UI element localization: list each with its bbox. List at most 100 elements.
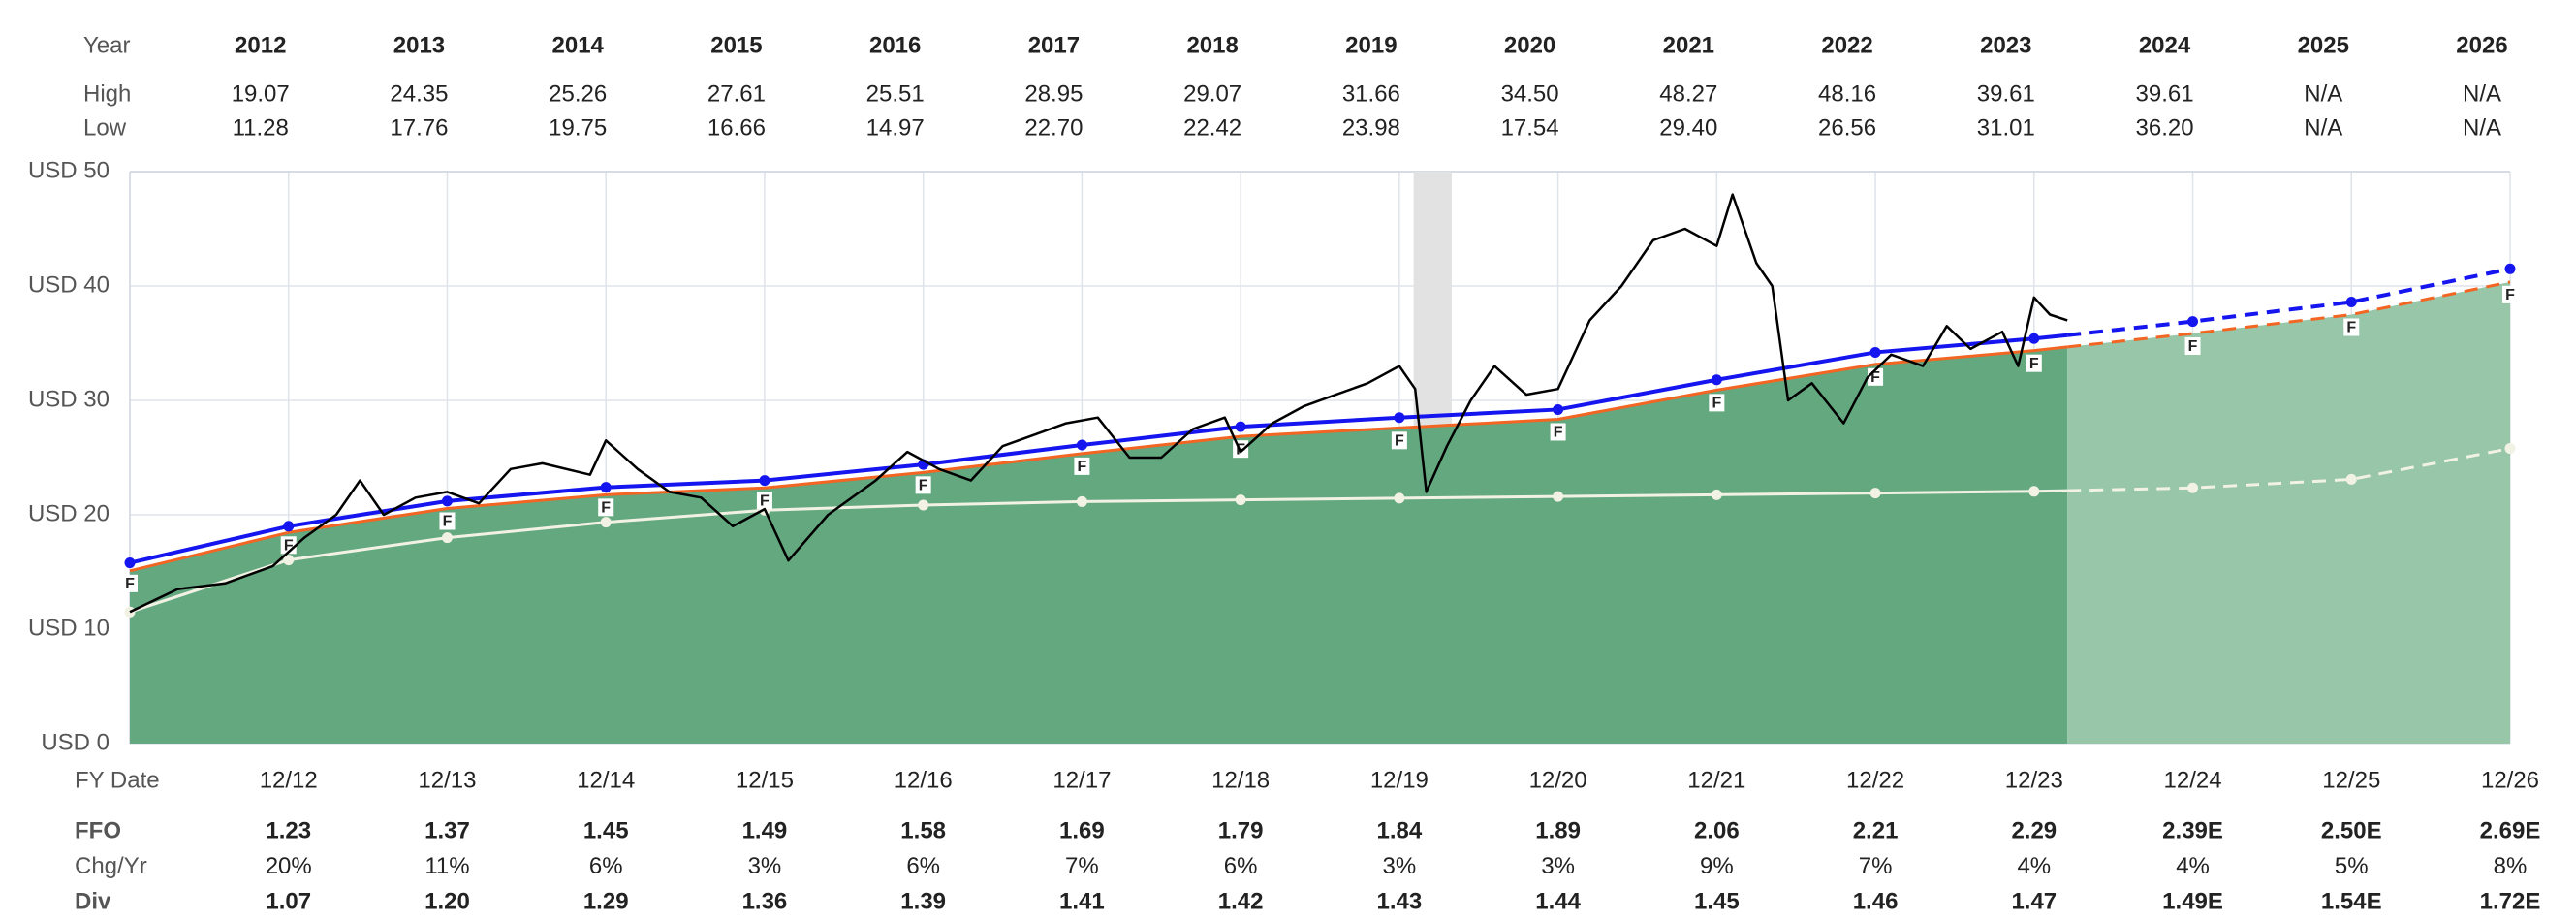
x-tick-label: 12/16 bbox=[895, 767, 953, 793]
point bbox=[598, 498, 614, 517]
row-label: High bbox=[83, 80, 131, 107]
point bbox=[124, 557, 136, 569]
line bbox=[129, 345, 2068, 573]
year-header: 2013 bbox=[393, 32, 445, 58]
point bbox=[1394, 412, 1405, 424]
x-tick-label: 12/18 bbox=[1211, 767, 1270, 793]
table-cell: 7% bbox=[1859, 853, 1893, 879]
year-header: 2022 bbox=[1821, 32, 1872, 58]
fy-marker: F bbox=[125, 576, 135, 592]
point bbox=[283, 521, 295, 532]
point bbox=[600, 482, 612, 493]
table-cell: 4% bbox=[2176, 853, 2210, 879]
point bbox=[1235, 421, 1246, 432]
table-cell: 1.37 bbox=[424, 817, 470, 843]
table-cell: N/A bbox=[2304, 80, 2342, 107]
table-cell: 28.95 bbox=[1024, 80, 1083, 107]
table-cell: 39.61 bbox=[1977, 80, 2035, 107]
y-tick-label: USD 10 bbox=[28, 615, 110, 641]
table-cell: 1.84 bbox=[1377, 817, 1423, 843]
table-cell: 17.54 bbox=[1501, 114, 1559, 141]
fy-marker: F bbox=[443, 514, 453, 530]
area bbox=[2067, 281, 2510, 744]
point bbox=[759, 475, 770, 487]
table-cell: 2.50E bbox=[2321, 817, 2382, 843]
point bbox=[441, 495, 453, 507]
point bbox=[2187, 316, 2199, 328]
table-cell: 1.29 bbox=[583, 888, 629, 914]
point bbox=[2184, 336, 2201, 355]
fy-marker: F bbox=[1078, 459, 1087, 475]
point bbox=[1553, 491, 1564, 502]
table-cell: 1.36 bbox=[742, 888, 788, 914]
table-cell: 1.07 bbox=[266, 888, 311, 914]
table-cell: 6% bbox=[906, 853, 940, 879]
fy-marker: F bbox=[2505, 287, 2515, 303]
table-cell: 16.66 bbox=[707, 114, 766, 141]
point bbox=[439, 512, 456, 530]
table-cell: 3% bbox=[748, 853, 782, 879]
year-header: 2014 bbox=[552, 32, 605, 58]
point bbox=[1076, 439, 1087, 451]
table-cell: 23.98 bbox=[1342, 114, 1400, 141]
point bbox=[1711, 374, 1722, 386]
table-cell: 2.39E bbox=[2162, 817, 2223, 843]
table-cell: 1.58 bbox=[900, 817, 946, 843]
table-cell: 1.45 bbox=[1694, 888, 1740, 914]
year-header: 2017 bbox=[1028, 32, 1080, 58]
table-cell: 20% bbox=[266, 853, 312, 879]
table-cell: 27.61 bbox=[707, 80, 766, 107]
x-tick-label: 12/20 bbox=[1529, 767, 1587, 793]
table-cell: 22.70 bbox=[1024, 114, 1083, 141]
fy-marker: F bbox=[760, 492, 770, 509]
table-cell: 1.46 bbox=[1853, 888, 1899, 914]
x-tick-label: 12/24 bbox=[2164, 767, 2222, 793]
year-header: 2021 bbox=[1663, 32, 1714, 58]
table-header: Year bbox=[83, 32, 131, 58]
fy-marker: F bbox=[1870, 369, 1880, 386]
table-cell: 3% bbox=[1383, 853, 1417, 879]
fy-marker: F bbox=[2029, 356, 2039, 372]
x-tick-label: 12/26 bbox=[2481, 767, 2539, 793]
line bbox=[2066, 267, 2511, 337]
table-cell: 2.29 bbox=[2011, 817, 2057, 843]
table-cell: 2.06 bbox=[1694, 817, 1740, 843]
table-cell: N/A bbox=[2463, 80, 2501, 107]
y-tick-label: USD 30 bbox=[28, 386, 110, 412]
point bbox=[2343, 318, 2360, 336]
fy-marker: F bbox=[284, 538, 294, 555]
y-tick-label: USD 0 bbox=[41, 729, 110, 755]
point bbox=[2504, 443, 2516, 455]
table-cell: 3% bbox=[1541, 853, 1575, 879]
table-cell: 4% bbox=[2017, 853, 2051, 879]
table-cell: 48.27 bbox=[1659, 80, 1717, 107]
year-header: 2016 bbox=[869, 32, 921, 58]
table-cell: 1.41 bbox=[1059, 888, 1105, 914]
table-cell: 1.20 bbox=[424, 888, 470, 914]
fy-marker: F bbox=[1712, 396, 1721, 412]
table-cell: 25.51 bbox=[866, 80, 925, 107]
table-cell: 6% bbox=[589, 853, 623, 879]
year-header: 2018 bbox=[1186, 32, 1238, 58]
point bbox=[1711, 489, 1722, 500]
point bbox=[2345, 473, 2357, 485]
fy-marker: F bbox=[1554, 425, 1563, 441]
point bbox=[2187, 482, 2199, 493]
line bbox=[2067, 447, 2511, 492]
table-cell: 29.40 bbox=[1659, 114, 1717, 141]
table-cell: 17.76 bbox=[390, 114, 448, 141]
row-label: Low bbox=[83, 114, 127, 141]
row-label: Chg/Yr bbox=[75, 853, 147, 879]
point bbox=[1869, 488, 1881, 499]
table-cell: 22.42 bbox=[1183, 114, 1241, 141]
table-cell: 25.26 bbox=[549, 80, 607, 107]
table-cell: 19.07 bbox=[232, 80, 290, 107]
table-cell: 1.72E bbox=[2480, 888, 2541, 914]
table-cell: 1.39 bbox=[900, 888, 946, 914]
line bbox=[129, 489, 2068, 614]
table-cell: 1.43 bbox=[1377, 888, 1423, 914]
point bbox=[1550, 423, 1566, 441]
row-label: FFO bbox=[75, 817, 121, 843]
table-cell: 11.28 bbox=[233, 114, 289, 141]
point bbox=[2026, 354, 2042, 372]
